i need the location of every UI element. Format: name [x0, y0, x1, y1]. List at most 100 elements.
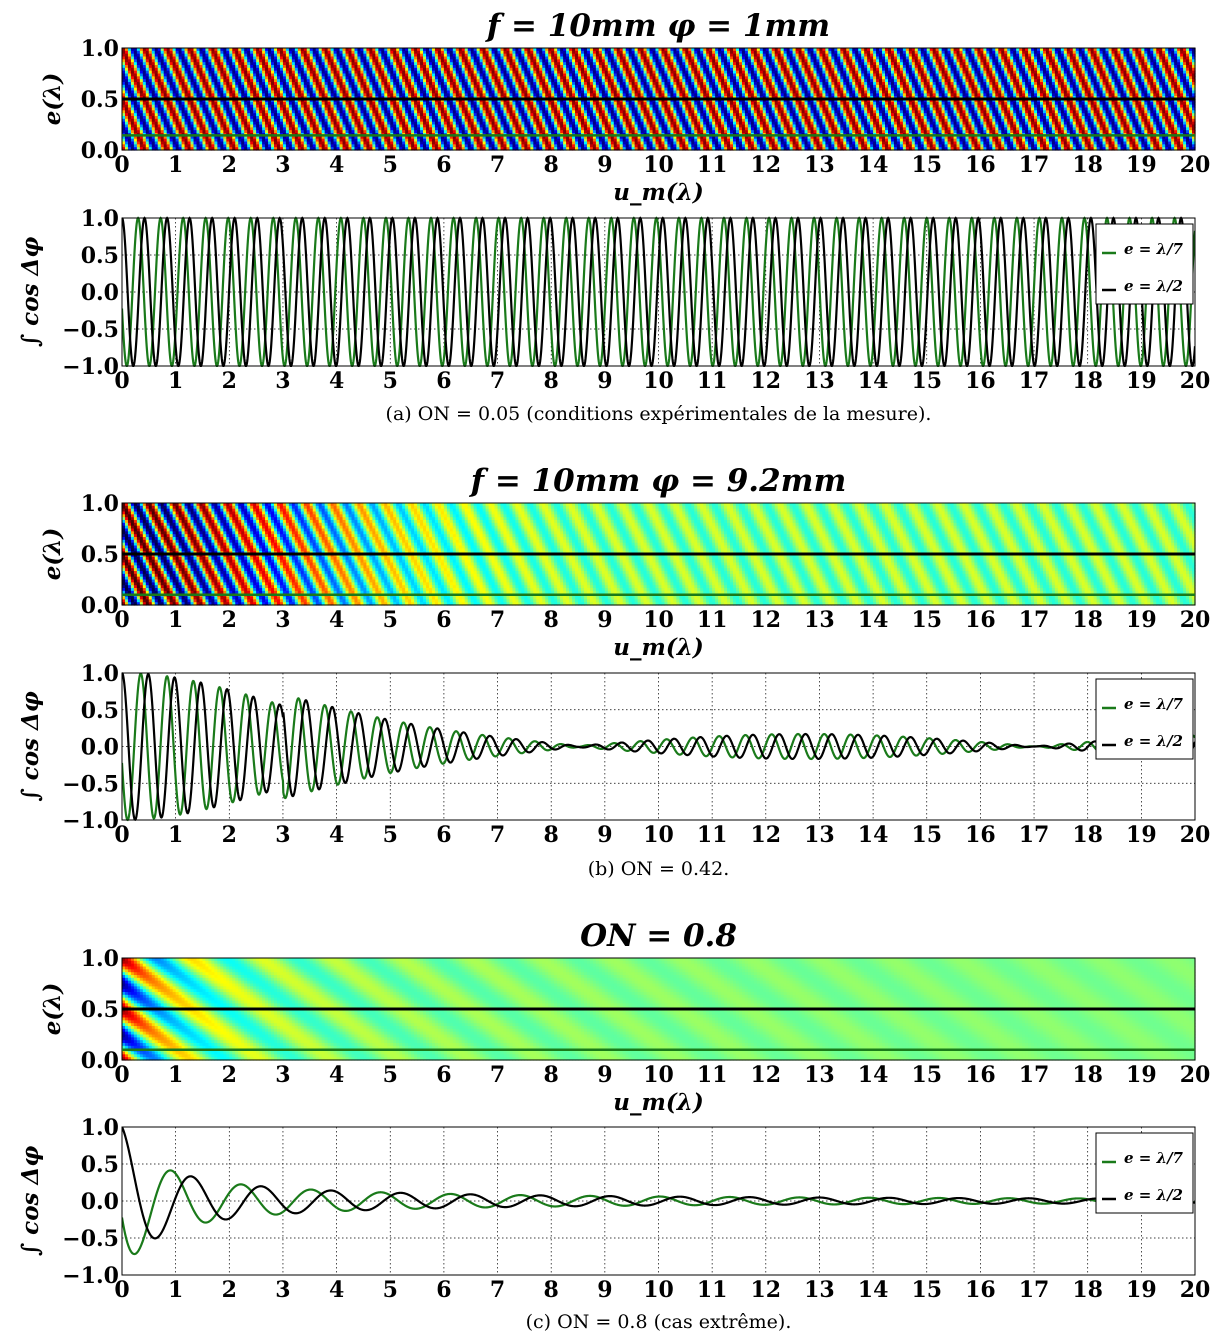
heatmap-cell	[160, 107, 165, 111]
heatmap-cell	[145, 65, 150, 69]
heatmap-cell	[178, 84, 183, 89]
heatmap-cell	[145, 87, 150, 92]
heatmap-cell	[136, 99, 141, 103]
heatmap-cell	[184, 127, 189, 131]
heatmap-cell	[181, 141, 186, 145]
heatmap-cell	[124, 79, 129, 83]
heatmap-cell	[199, 127, 204, 131]
heatmap-cell	[133, 90, 138, 94]
heatmap-cell	[211, 116, 215, 120]
heatmap-cell	[163, 138, 168, 143]
heatmap-cell	[172, 90, 177, 94]
heatmap-cell	[199, 124, 204, 128]
heatmap-cell	[187, 67, 192, 72]
heatmap-cell	[157, 82, 162, 86]
heatmap-cell	[124, 135, 129, 140]
heatmap-cell	[151, 84, 156, 89]
heatmap-cell	[133, 138, 138, 143]
heatmap-cell	[184, 116, 189, 120]
heatmap-cell	[130, 127, 135, 131]
heatmap-cell	[130, 110, 135, 114]
heatmap-cell	[122, 107, 126, 111]
heatmap-cell	[163, 56, 168, 60]
heatmap-cell	[190, 147, 195, 151]
heatmap-cell	[127, 56, 132, 60]
heatmap-cell	[199, 110, 204, 114]
heatmap-cell	[154, 48, 159, 52]
heatmap-cell	[130, 82, 135, 86]
heatmap-cell	[169, 135, 174, 140]
heatmap-cell	[127, 99, 132, 103]
heatmap-cell	[211, 144, 215, 148]
heatmap-cell	[172, 107, 177, 111]
heatmap-cell	[211, 104, 215, 109]
heatmap-cell	[166, 84, 171, 89]
heatmap-cell	[193, 135, 198, 140]
heatmap-cell	[151, 73, 156, 77]
heatmap-cell	[160, 138, 165, 143]
heatmap-cell	[142, 82, 147, 86]
heatmap-cell	[187, 84, 192, 89]
heatmap-cell	[202, 93, 207, 97]
heatmap-cell	[202, 67, 207, 72]
heatmap-cell	[178, 113, 183, 117]
heatmap-cell	[181, 104, 186, 109]
heatmap-cell	[154, 73, 159, 77]
heatmap-cell	[163, 130, 168, 134]
heatmap-cell	[169, 90, 174, 94]
heatmap-cell	[214, 87, 218, 92]
heatmap-cell	[175, 67, 180, 72]
heatmap-cell	[214, 93, 218, 97]
heatmap-cell	[148, 107, 153, 111]
heatmap-cell	[172, 116, 177, 120]
heatmap-cell	[160, 118, 165, 123]
heatmap-cell	[122, 76, 126, 80]
heatmap-cell	[136, 50, 141, 55]
heatmap-cell	[122, 104, 126, 109]
heatmap-cell	[148, 84, 153, 89]
heatmap-cell	[172, 84, 177, 89]
heatmap-cell	[208, 135, 213, 140]
heatmap-cell	[154, 101, 159, 106]
heatmap-cell	[142, 121, 147, 126]
heatmap-cell	[211, 48, 215, 52]
heatmap-cell	[163, 82, 168, 86]
heatmap-cell	[178, 99, 183, 103]
heatmap-cell	[160, 116, 165, 120]
heatmap-cell	[169, 48, 174, 52]
heatmap-cell	[160, 53, 165, 58]
heatmap-cell	[122, 48, 126, 52]
heatmap-cell	[181, 53, 186, 58]
heatmap-cell	[211, 121, 215, 126]
heatmap-cell	[214, 82, 218, 86]
heatmap-cell	[163, 99, 168, 103]
heatmap-cell	[214, 79, 218, 83]
heatmap-cell	[157, 138, 162, 143]
heatmap-cell	[163, 90, 168, 94]
heatmap-cell	[130, 99, 135, 103]
heatmap-cell	[142, 65, 147, 69]
heatmap-cell	[133, 147, 138, 151]
heatmap-cell	[133, 79, 138, 83]
heatmap-cell	[133, 76, 138, 80]
heatmap-cell	[163, 113, 168, 117]
heatmap-cell	[163, 144, 168, 148]
heatmap-cell	[175, 104, 180, 109]
heatmap-cell	[157, 76, 162, 80]
heatmap-cell	[127, 113, 132, 117]
heatmap-cell	[178, 127, 183, 131]
heatmap-cell	[172, 147, 177, 151]
heatmap-cell	[172, 73, 177, 77]
heatmap-cell	[122, 53, 126, 58]
heatmap-cell	[142, 53, 147, 58]
heatmap-cell	[202, 99, 207, 103]
heatmap-cell	[205, 67, 210, 72]
heatmap-cell	[190, 62, 195, 66]
heatmap-cell	[148, 53, 153, 58]
heatmap-cell	[151, 56, 156, 60]
heatmap-cell	[148, 93, 153, 97]
heatmap-cell	[187, 70, 192, 75]
heatmap-cell	[202, 118, 207, 123]
heatmap-cell	[166, 82, 171, 86]
heatmap-cell	[205, 116, 210, 120]
